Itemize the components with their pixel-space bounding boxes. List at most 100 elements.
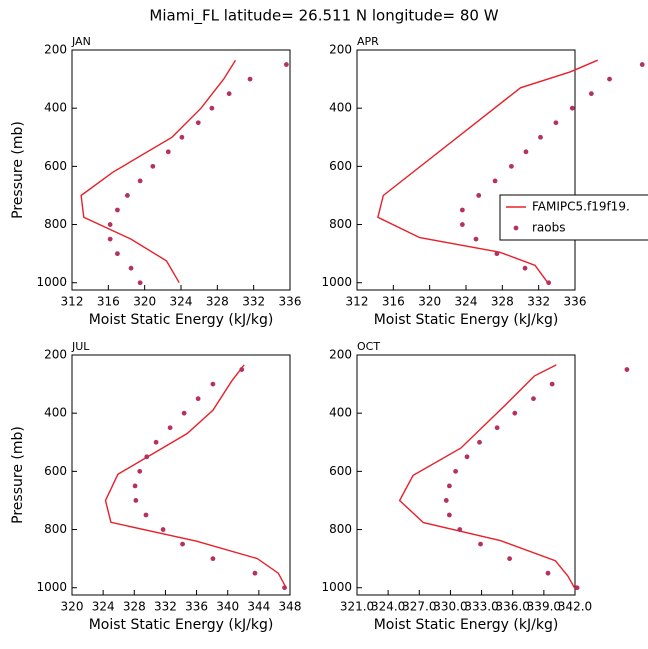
obs-point — [494, 425, 500, 431]
obs-point — [457, 527, 463, 532]
x-tick-label: 336 — [279, 295, 302, 309]
obs-point — [210, 381, 216, 387]
x-tick-label: 348 — [279, 600, 302, 614]
obs-point — [507, 556, 512, 562]
obs-point — [115, 251, 120, 257]
obs-point — [443, 498, 449, 503]
x-tick-label: 327.0 — [402, 600, 436, 614]
x-tick-label: 324 — [170, 295, 193, 309]
obs-point — [512, 410, 518, 416]
x-tick-label: 336 — [185, 600, 208, 614]
legend-box — [499, 194, 648, 241]
obs-point — [494, 251, 500, 257]
y-tick-label: 200 — [44, 348, 67, 362]
x-tick-label: 320 — [418, 295, 441, 309]
obs-point — [128, 265, 134, 271]
obs-point — [282, 585, 287, 591]
x-tick-label: 344 — [247, 600, 270, 614]
x-tick-label: 332 — [527, 295, 550, 309]
obs-point — [574, 585, 580, 591]
obs-point — [150, 163, 156, 169]
obs-point — [509, 163, 514, 169]
obs-point — [137, 280, 143, 286]
x-tick-label: 328 — [123, 600, 146, 614]
plot-frame — [356, 354, 576, 596]
obs-point — [209, 105, 215, 111]
obs-point — [195, 396, 201, 402]
y-tick-label: 400 — [329, 101, 352, 115]
obs-point — [132, 483, 138, 489]
obs-point — [464, 454, 470, 460]
obs-point — [523, 149, 529, 155]
obs-point — [125, 193, 130, 198]
x-axis-label: Moist Static Energy (kJ/kg) — [374, 617, 559, 633]
y-axis-label: Pressure (mb) — [10, 121, 26, 219]
obs-point — [522, 265, 528, 271]
x-tick-label: 333.0 — [464, 600, 498, 614]
obs-point — [569, 105, 575, 111]
y-axis-label: Pressure (mb) — [10, 426, 26, 524]
obs-point — [453, 468, 459, 474]
y-tick-label: 200 — [329, 43, 352, 57]
x-tick-label: 324.0 — [371, 600, 405, 614]
model-line — [80, 59, 237, 284]
obs-point — [133, 498, 139, 503]
obs-point — [239, 367, 245, 372]
y-tick-label: 1000 — [321, 275, 352, 289]
y-tick-label: 400 — [329, 406, 352, 420]
obs-point — [144, 454, 150, 460]
obs-point — [247, 76, 253, 82]
obs-point — [476, 193, 482, 198]
panel-title: JUL — [71, 340, 90, 353]
x-tick-label: 328 — [491, 295, 514, 309]
obs-point — [115, 207, 120, 213]
x-tick-label: 342.0 — [558, 600, 592, 614]
x-tick-label: 332 — [154, 600, 177, 614]
panel-title: JAN — [71, 35, 91, 48]
obs-point — [538, 134, 543, 140]
legend-label: raobs — [532, 221, 566, 235]
y-tick-label: 600 — [329, 464, 352, 478]
obs-point — [624, 367, 630, 372]
x-tick-label: 336 — [564, 295, 587, 309]
obs-point — [153, 439, 159, 445]
obs-point — [545, 570, 551, 576]
obs-point — [107, 236, 113, 242]
obs-point — [459, 207, 465, 213]
obs-point — [546, 280, 552, 286]
obs-point — [210, 556, 216, 562]
y-tick-label: 800 — [44, 217, 67, 231]
obs-point — [531, 396, 536, 402]
model-line — [398, 364, 576, 589]
obs-point — [492, 178, 498, 184]
obs-point — [639, 62, 645, 67]
model-line — [104, 364, 287, 589]
obs-point — [588, 91, 594, 97]
x-tick-label: 316 — [97, 295, 120, 309]
obs-point — [446, 512, 452, 518]
x-tick-label: 332 — [242, 295, 265, 309]
plot-frame — [356, 49, 576, 291]
obs-point — [477, 439, 482, 445]
obs-point — [181, 410, 187, 416]
x-tick-label: 336.0 — [496, 600, 530, 614]
y-tick-label: 600 — [44, 159, 67, 173]
obs-point — [607, 76, 612, 82]
y-tick-label: 600 — [329, 159, 352, 173]
x-tick-label: 340 — [216, 600, 239, 614]
y-tick-label: 400 — [44, 101, 67, 115]
obs-point — [160, 527, 166, 532]
panel-title: APR — [357, 35, 379, 48]
x-tick-label: 339.0 — [527, 600, 561, 614]
obs-point — [252, 570, 258, 576]
obs-point — [179, 134, 185, 140]
obs-point — [180, 541, 185, 547]
y-tick-label: 200 — [329, 348, 352, 362]
obs-point — [478, 541, 483, 547]
x-tick-label: 320 — [133, 295, 156, 309]
x-axis-label: Moist Static Energy (kJ/kg) — [374, 312, 559, 328]
obs-point — [167, 425, 173, 431]
x-tick-label: 324 — [455, 295, 478, 309]
